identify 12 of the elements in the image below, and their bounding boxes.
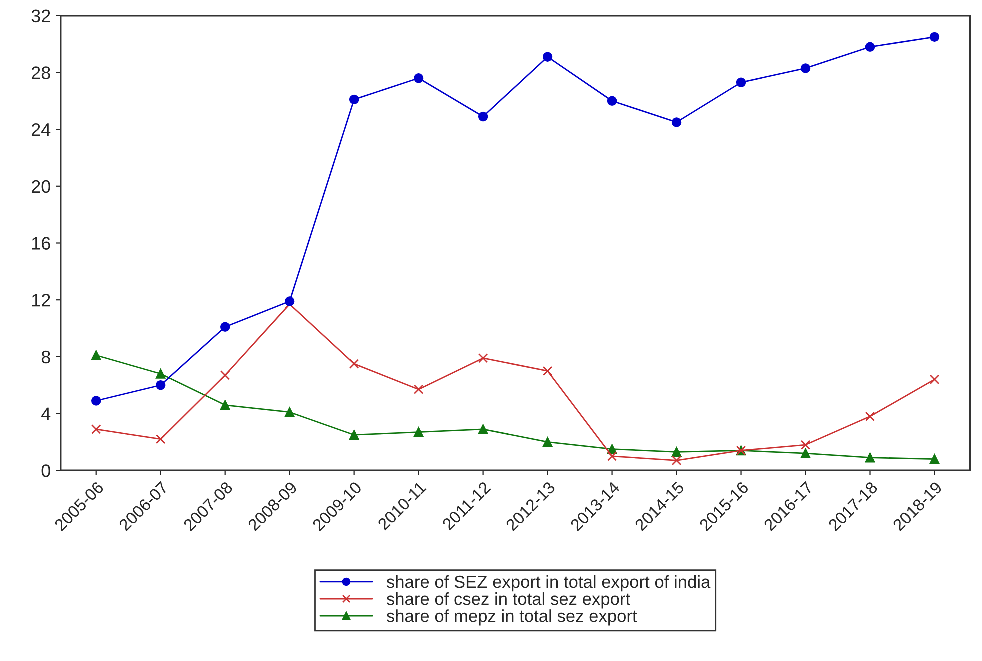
y-tick-label: 0 <box>42 464 50 478</box>
legend-label: share of SEZ export in total export of india <box>386 575 711 592</box>
y-tick-label: 32 <box>32 10 50 23</box>
legend-label: share of mepz in total sez export <box>386 610 638 626</box>
y-tick-label: 16 <box>32 237 50 250</box>
y-tick-label: 20 <box>32 180 50 194</box>
y-tick-label: 8 <box>42 350 50 364</box>
y-tick-label: 24 <box>32 123 51 136</box>
legend-label: share of csez in total sez export <box>386 592 630 609</box>
y-tick-label: 4 <box>42 408 51 420</box>
y-tick-label: 28 <box>32 66 50 80</box>
y-tick-label: 12 <box>32 294 50 307</box>
